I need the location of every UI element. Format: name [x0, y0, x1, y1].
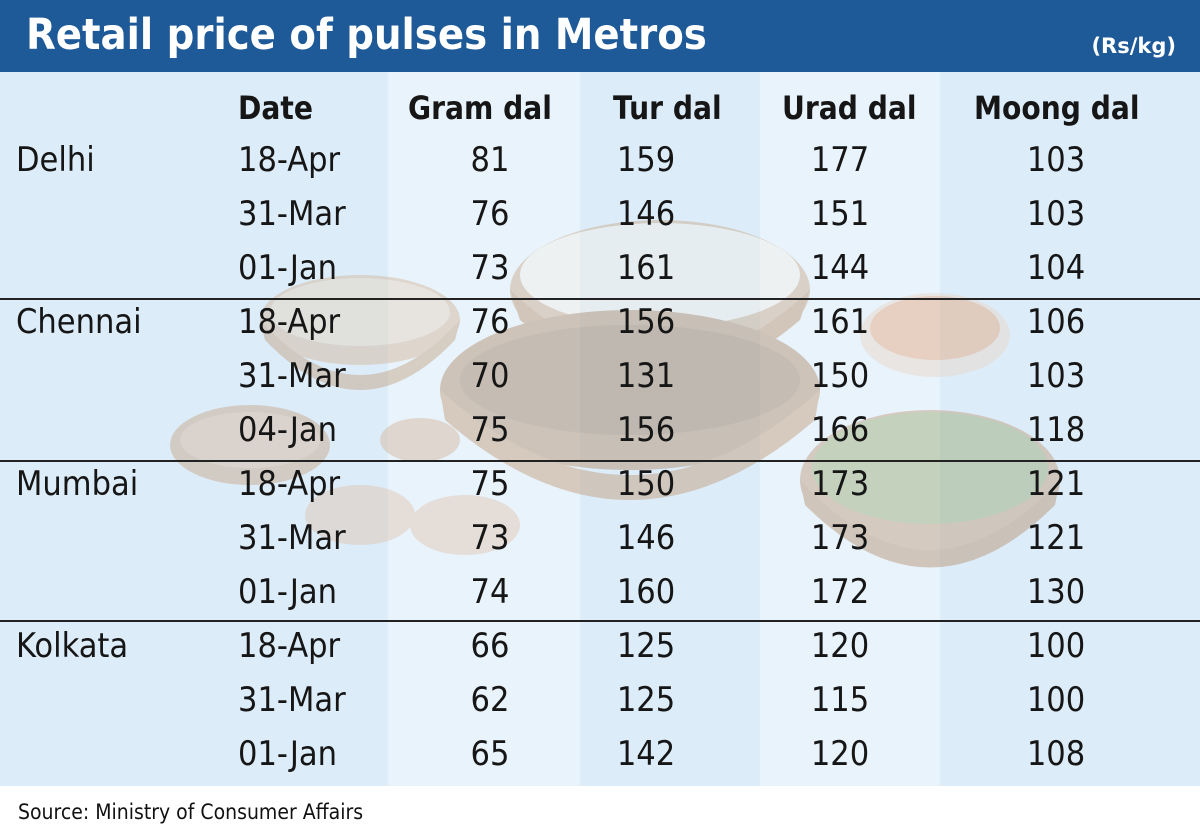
date-cell: 31-Mar [238, 518, 346, 558]
bowl-icon [410, 495, 520, 555]
price-cell: 81 [470, 140, 510, 180]
source-note: Source: Ministry of Consumer Affairs [18, 800, 364, 824]
price-cell: 118 [1026, 410, 1086, 450]
city-label: Mumbai [16, 464, 139, 504]
price-cell: 103 [1026, 194, 1086, 234]
price-cell: 151 [810, 194, 870, 234]
price-cell: 172 [810, 572, 870, 612]
city-label: Chennai [16, 302, 142, 342]
column-header: Tur dal [613, 89, 722, 127]
city-label: Kolkata [16, 626, 129, 666]
price-cell: 156 [616, 410, 676, 450]
price-cell: 173 [810, 518, 870, 558]
date-cell: 18-Apr [238, 626, 341, 666]
date-cell: 18-Apr [238, 302, 341, 342]
table-panel [0, 72, 1200, 786]
price-cell: 150 [810, 356, 870, 396]
column-band [760, 72, 940, 786]
group-divider [0, 298, 1200, 300]
price-cell: 161 [616, 248, 676, 288]
price-cell: 146 [616, 518, 676, 558]
column-header: Moong dal [974, 89, 1140, 127]
date-cell: 31-Mar [238, 194, 346, 234]
price-cell: 66 [470, 626, 510, 666]
price-cell: 76 [470, 302, 510, 342]
price-cell: 173 [810, 464, 870, 504]
price-cell: 125 [616, 626, 676, 666]
chart-title: Retail price of pulses in Metros [26, 10, 707, 60]
group-divider [0, 620, 1200, 622]
bowl-icon [860, 293, 1010, 377]
price-cell: 74 [470, 572, 510, 612]
price-cell: 121 [1026, 518, 1086, 558]
bowl-icon [170, 405, 330, 485]
price-cell: 76 [470, 194, 510, 234]
bowl-icon [510, 220, 810, 360]
date-cell: 31-Mar [238, 680, 346, 720]
price-cell: 146 [616, 194, 676, 234]
price-cell: 103 [1026, 140, 1086, 180]
date-cell: 01-Jan [238, 248, 337, 288]
price-cell: 125 [616, 680, 676, 720]
unit-label: (Rs/kg) [1091, 34, 1176, 58]
column-band [388, 72, 580, 786]
date-cell: 04-Jan [238, 410, 337, 450]
price-cell: 115 [810, 680, 870, 720]
bowl-icon [260, 275, 460, 365]
date-cell: 01-Jan [238, 734, 337, 774]
price-cell: 142 [616, 734, 676, 774]
price-cell: 65 [470, 734, 510, 774]
group-divider [0, 460, 1200, 462]
date-cell: 18-Apr [238, 140, 341, 180]
price-cell: 130 [1026, 572, 1086, 612]
price-cell: 161 [810, 302, 870, 342]
bowl-icon [305, 485, 415, 545]
bowl-icon [440, 310, 820, 470]
price-cell: 62 [470, 680, 510, 720]
price-cell: 120 [810, 626, 870, 666]
price-cell: 70 [470, 356, 510, 396]
price-cell: 108 [1026, 734, 1086, 774]
column-header: Date [238, 89, 313, 127]
date-cell: 31-Mar [238, 356, 346, 396]
price-cell: 106 [1026, 302, 1086, 342]
title-banner: Retail price of pulses in Metros (Rs/kg) [0, 0, 1200, 72]
price-cell: 75 [470, 464, 510, 504]
price-cell: 166 [810, 410, 870, 450]
price-cell: 131 [616, 356, 676, 396]
price-cell: 177 [810, 140, 870, 180]
bowl-icon [380, 418, 460, 462]
column-header: Urad dal [782, 89, 917, 127]
price-cell: 120 [810, 734, 870, 774]
price-cell: 160 [616, 572, 676, 612]
price-cell: 156 [616, 302, 676, 342]
date-cell: 01-Jan [238, 572, 337, 612]
bowl-icon [800, 410, 1060, 550]
price-cell: 104 [1026, 248, 1086, 288]
price-cell: 100 [1026, 626, 1086, 666]
price-cell: 73 [470, 518, 510, 558]
price-cell: 75 [470, 410, 510, 450]
price-cell: 159 [616, 140, 676, 180]
price-cell: 150 [616, 464, 676, 504]
price-cell: 100 [1026, 680, 1086, 720]
city-label: Delhi [16, 140, 95, 180]
price-cell: 73 [470, 248, 510, 288]
date-cell: 18-Apr [238, 464, 341, 504]
price-cell: 121 [1026, 464, 1086, 504]
column-header: Gram dal [408, 89, 552, 127]
price-cell: 144 [810, 248, 870, 288]
price-cell: 103 [1026, 356, 1086, 396]
